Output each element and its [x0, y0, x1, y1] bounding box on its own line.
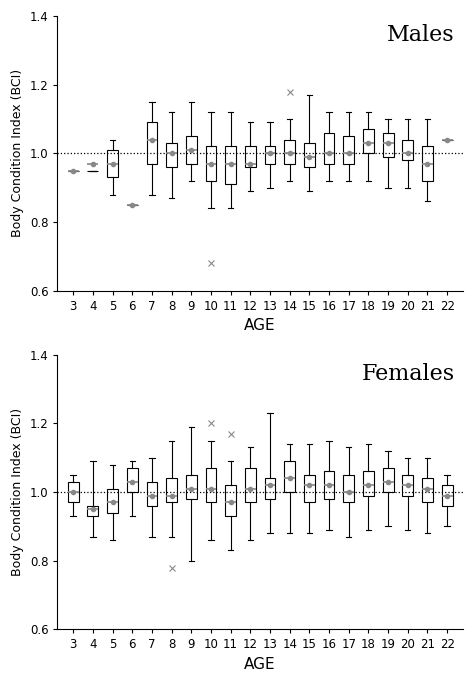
PathPatch shape: [264, 146, 275, 164]
PathPatch shape: [206, 146, 216, 181]
PathPatch shape: [442, 485, 453, 506]
PathPatch shape: [225, 485, 236, 516]
PathPatch shape: [284, 461, 295, 492]
PathPatch shape: [324, 133, 335, 164]
PathPatch shape: [304, 475, 315, 503]
X-axis label: AGE: AGE: [245, 657, 276, 672]
PathPatch shape: [206, 468, 216, 503]
PathPatch shape: [107, 150, 118, 178]
PathPatch shape: [245, 146, 256, 167]
PathPatch shape: [68, 482, 79, 503]
PathPatch shape: [186, 475, 197, 499]
PathPatch shape: [363, 471, 374, 495]
PathPatch shape: [402, 475, 413, 495]
PathPatch shape: [245, 468, 256, 503]
PathPatch shape: [343, 475, 354, 503]
PathPatch shape: [383, 468, 393, 492]
PathPatch shape: [284, 139, 295, 164]
PathPatch shape: [127, 468, 137, 492]
PathPatch shape: [146, 482, 157, 506]
PathPatch shape: [264, 478, 275, 499]
PathPatch shape: [225, 146, 236, 184]
PathPatch shape: [304, 143, 315, 167]
PathPatch shape: [402, 139, 413, 161]
PathPatch shape: [422, 478, 433, 503]
PathPatch shape: [166, 478, 177, 503]
PathPatch shape: [88, 506, 98, 516]
Y-axis label: Body Condition Index (BCI): Body Condition Index (BCI): [11, 69, 24, 238]
PathPatch shape: [422, 146, 433, 181]
PathPatch shape: [383, 133, 393, 157]
Text: Males: Males: [387, 25, 455, 46]
PathPatch shape: [186, 136, 197, 164]
PathPatch shape: [324, 471, 335, 499]
PathPatch shape: [146, 122, 157, 164]
PathPatch shape: [107, 488, 118, 513]
PathPatch shape: [363, 129, 374, 154]
Text: Females: Females: [362, 363, 455, 385]
PathPatch shape: [343, 136, 354, 164]
PathPatch shape: [166, 143, 177, 167]
Y-axis label: Body Condition Index (BCI): Body Condition Index (BCI): [11, 408, 24, 576]
X-axis label: AGE: AGE: [245, 318, 276, 333]
